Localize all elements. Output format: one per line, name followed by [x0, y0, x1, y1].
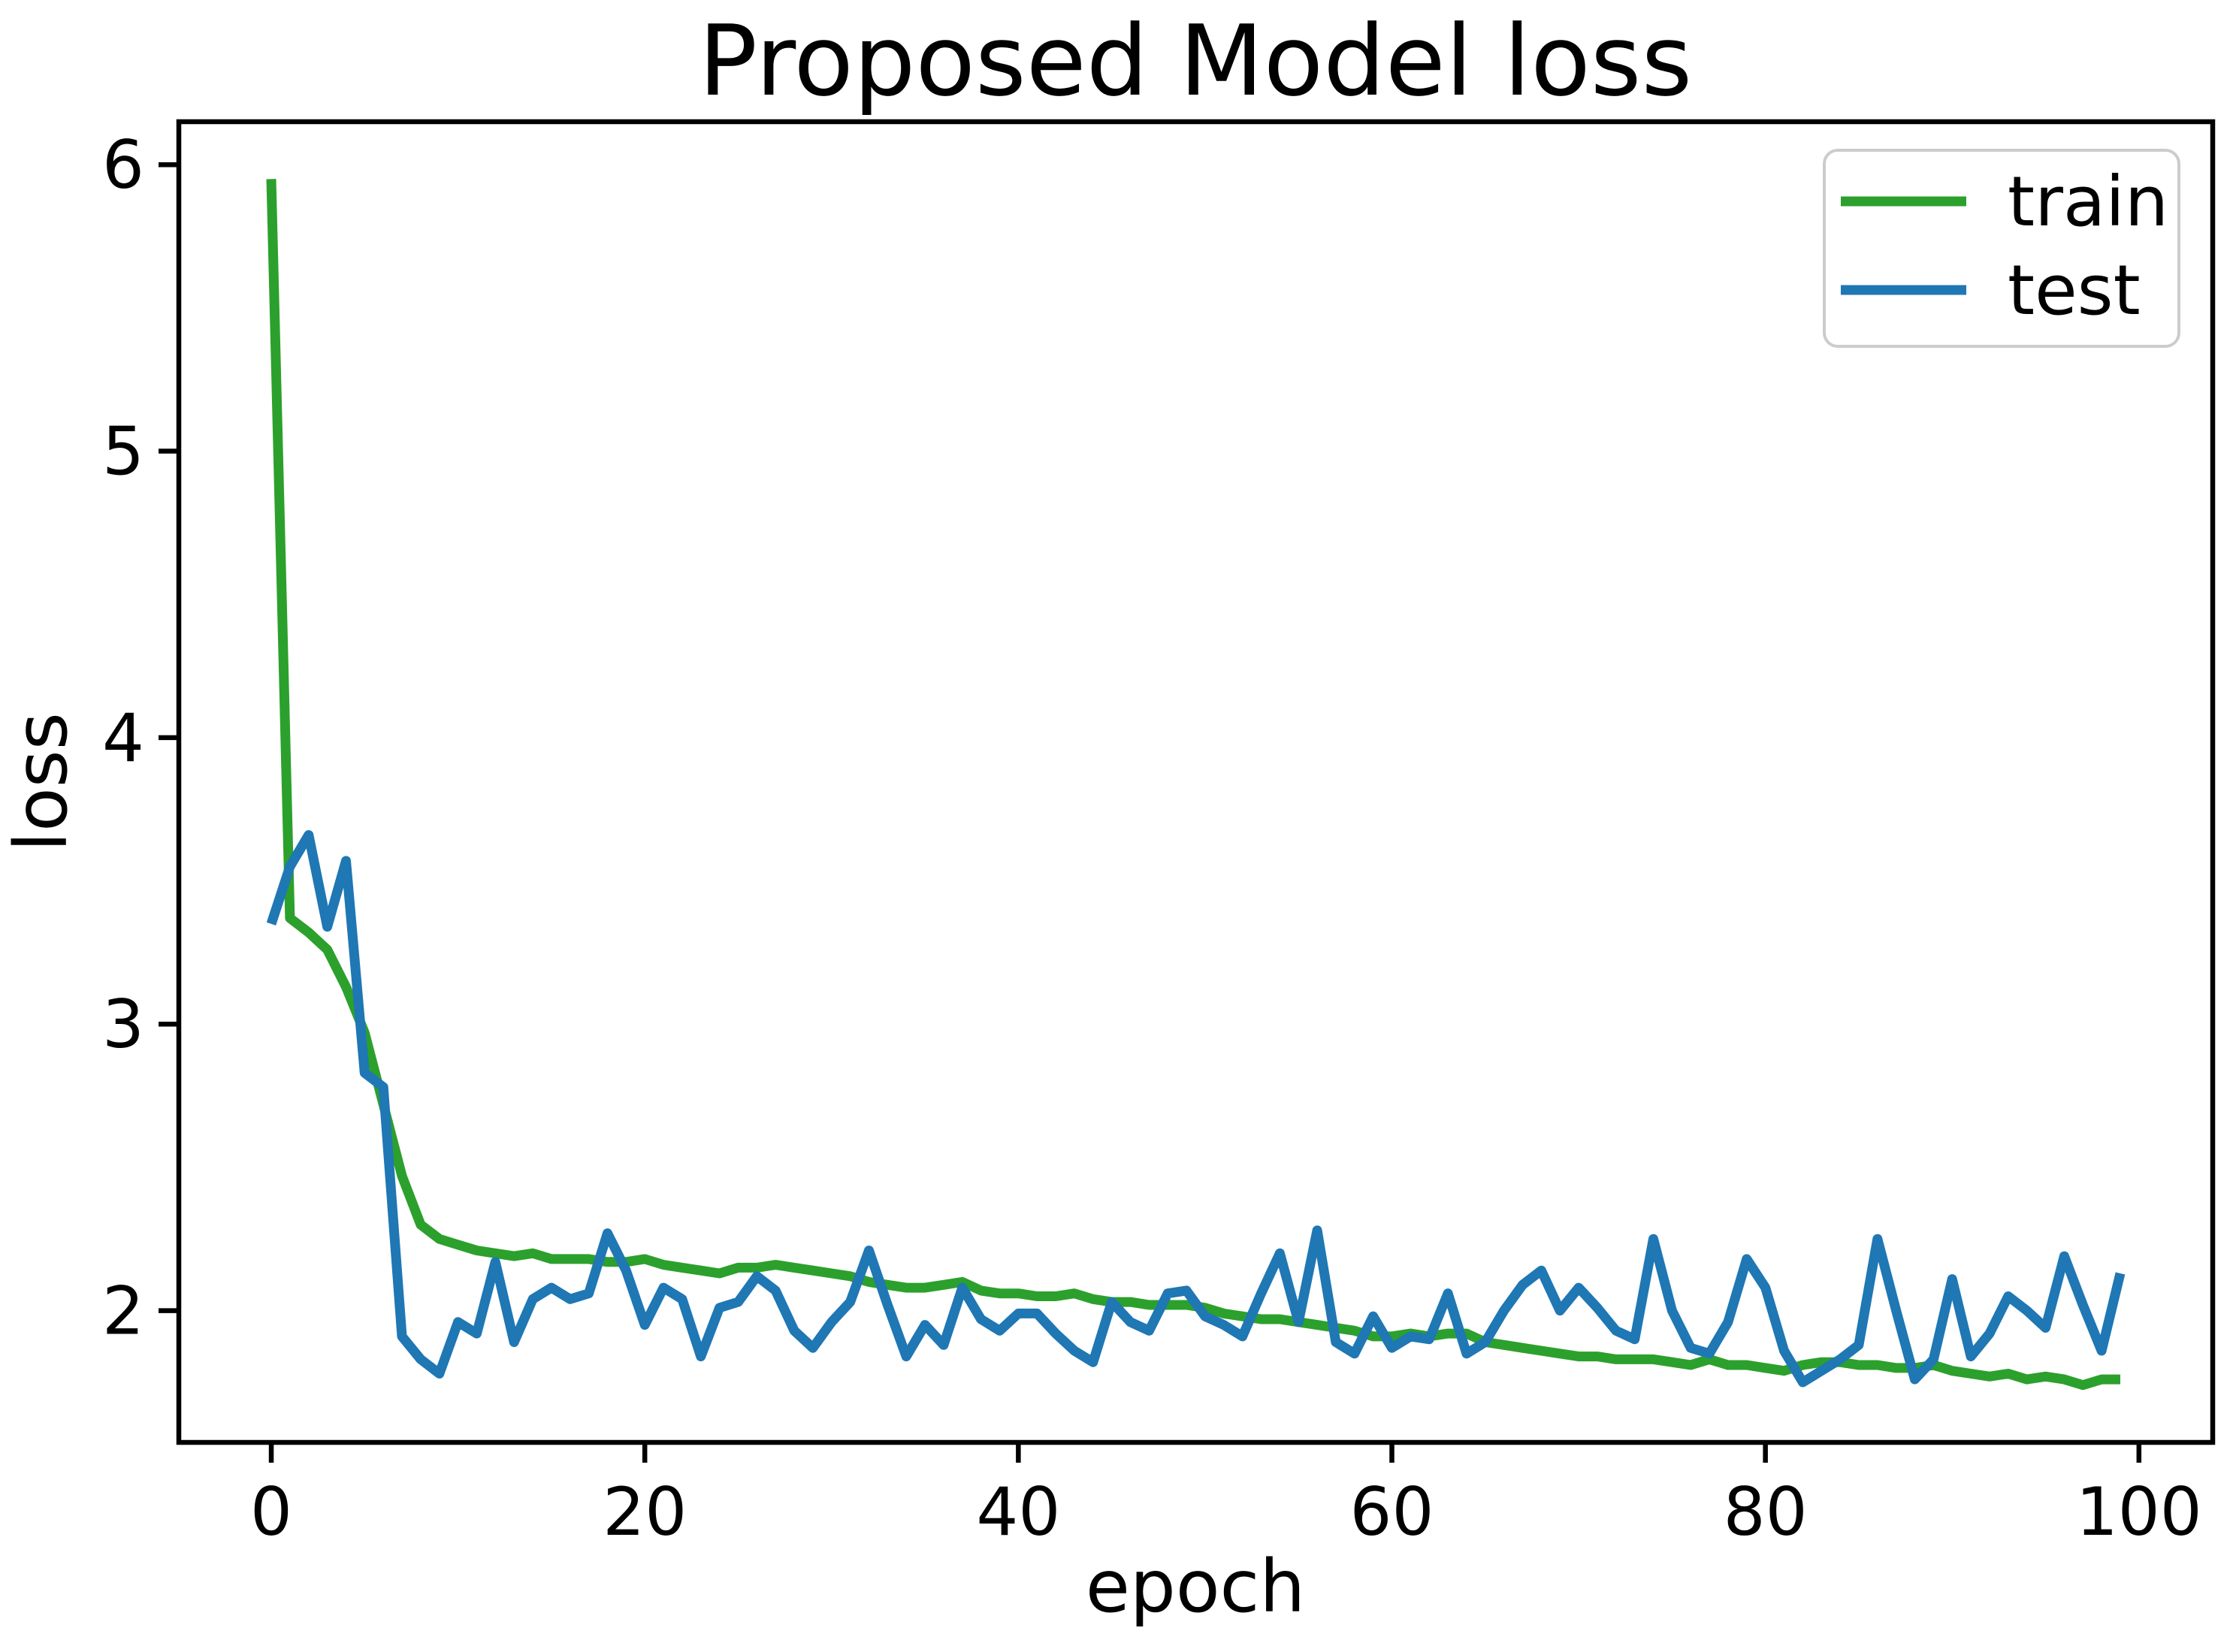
- ticks-layer: 0 20 40 60 80 100 2 3 4 5 6: [102, 126, 2202, 1551]
- x-tick-label: 100: [2076, 1473, 2202, 1551]
- y-tick-label: 5: [102, 413, 144, 491]
- y-tick-label: 2: [102, 1273, 144, 1350]
- legend-label-test: test: [2008, 250, 2141, 331]
- x-tick-label: 40: [976, 1473, 1060, 1551]
- y-axis-label: loss: [0, 712, 83, 851]
- chart-title: Proposed Model loss: [699, 4, 1693, 118]
- series-layer: [266, 179, 2126, 1391]
- y-tick-label: 4: [102, 699, 144, 777]
- legend-label-train: train: [2008, 162, 2168, 242]
- x-axis-label: epoch: [1086, 1545, 1305, 1629]
- x-tick-label: 80: [1724, 1473, 1808, 1551]
- y-tick-label: 6: [102, 126, 144, 204]
- series-line-test: [266, 830, 2126, 1388]
- x-tick-label: 20: [603, 1473, 687, 1551]
- x-tick-label: 60: [1350, 1473, 1434, 1551]
- y-tick-label: 3: [102, 986, 144, 1063]
- x-tick-label: 0: [250, 1473, 292, 1551]
- axes-spines: [176, 119, 2216, 1445]
- series-line-train: [266, 179, 2120, 1391]
